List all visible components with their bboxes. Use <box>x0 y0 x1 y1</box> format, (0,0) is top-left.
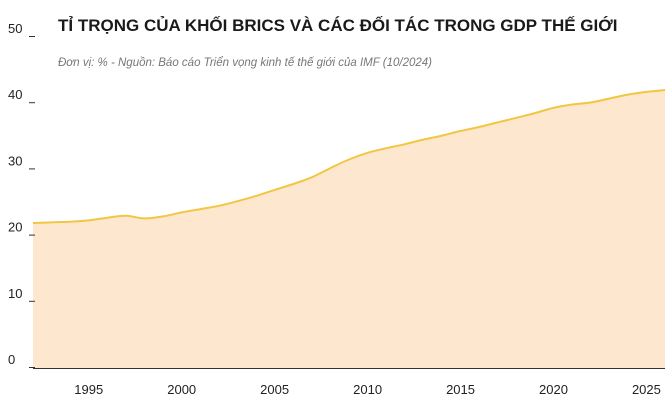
series-line <box>32 89 666 224</box>
y-axis: 0 10 20 30 40 50 <box>8 21 35 368</box>
x-axis: 1995 2000 2005 2010 2015 2020 2025 <box>74 382 661 397</box>
x-tick-label: 2020 <box>539 382 568 397</box>
x-tick-label: 2025 <box>632 382 661 397</box>
y-tick-label: 20 <box>8 220 22 235</box>
x-tick-label: 2015 <box>446 382 475 397</box>
y-tick-label: 0 <box>8 352 15 367</box>
y-tick-label: 10 <box>8 286 22 301</box>
x-tick-label: 2010 <box>353 382 382 397</box>
x-tick-label: 2000 <box>167 382 196 397</box>
chart-title: TỈ TRỌNG CỦA KHỐI BRICS VÀ CÁC ĐỐI TÁC T… <box>58 15 617 35</box>
area-fill <box>33 90 665 368</box>
y-tick-label: 30 <box>8 153 22 168</box>
y-tick-label: 40 <box>8 87 22 102</box>
chart-subtitle: Đơn vị: % - Nguồn: Báo cáo Triển vọng ki… <box>58 57 432 69</box>
x-tick-label: 2005 <box>260 382 289 397</box>
y-tick-label: 50 <box>8 21 22 36</box>
x-tick-label: 1995 <box>74 382 103 397</box>
